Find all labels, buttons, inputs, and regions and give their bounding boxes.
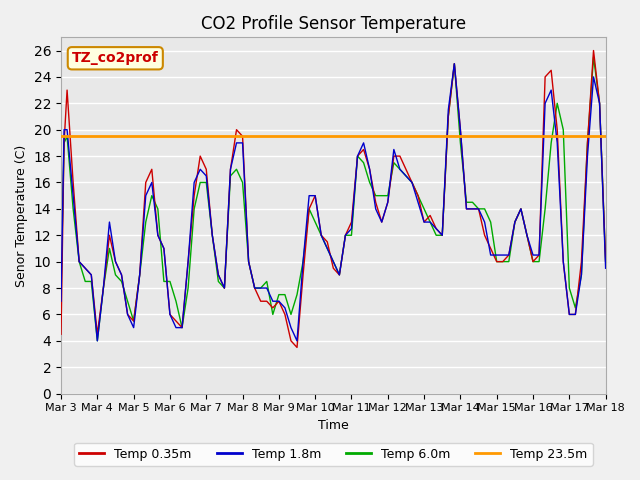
Title: CO2 Profile Sensor Temperature: CO2 Profile Sensor Temperature bbox=[201, 15, 466, 33]
Legend: Temp 0.35m, Temp 1.8m, Temp 6.0m, Temp 23.5m: Temp 0.35m, Temp 1.8m, Temp 6.0m, Temp 2… bbox=[74, 443, 593, 466]
Text: TZ_co2prof: TZ_co2prof bbox=[72, 51, 159, 65]
X-axis label: Time: Time bbox=[318, 419, 349, 432]
Y-axis label: Senor Temperature (C): Senor Temperature (C) bbox=[15, 144, 28, 287]
